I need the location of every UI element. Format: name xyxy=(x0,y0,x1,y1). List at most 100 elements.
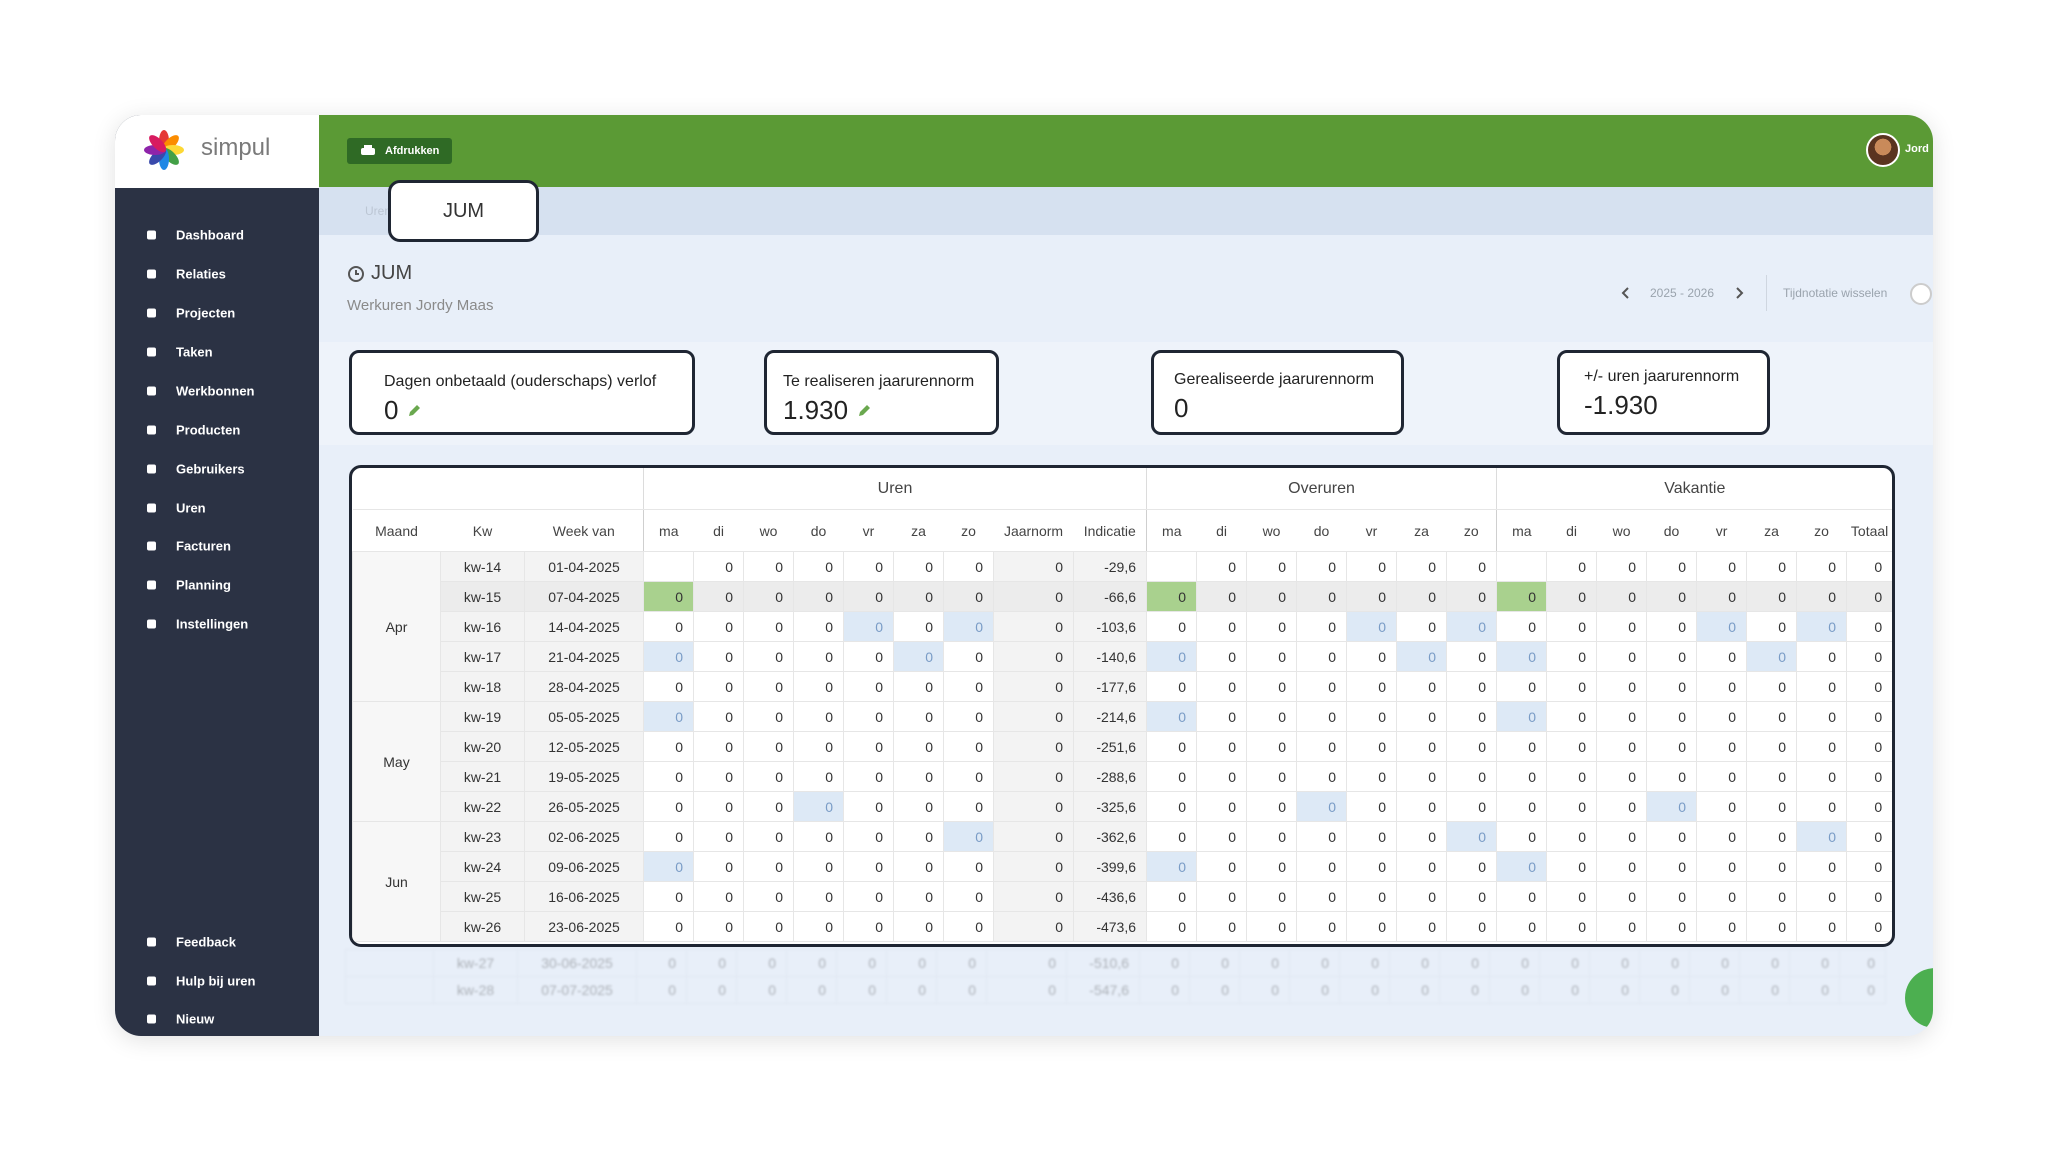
day-cell[interactable]: 0 xyxy=(1796,821,1848,852)
day-cell[interactable]: 0 xyxy=(1489,949,1540,977)
day-cell[interactable]: 0 xyxy=(1296,551,1348,582)
day-cell[interactable]: 0 xyxy=(843,641,895,672)
day-cell[interactable]: 0 xyxy=(1246,551,1298,582)
day-cell[interactable] xyxy=(1146,551,1198,582)
day-cell[interactable]: 0 xyxy=(1596,671,1648,702)
day-cell[interactable]: 0 xyxy=(1739,949,1790,977)
day-cell[interactable]: 0 xyxy=(1246,611,1298,642)
day-cell[interactable]: 0 xyxy=(1439,949,1490,977)
day-cell[interactable]: 0 xyxy=(1146,791,1198,822)
day-cell[interactable]: 0 xyxy=(1596,641,1648,672)
day-cell[interactable]: 0 xyxy=(1696,611,1748,642)
day-cell[interactable]: 0 xyxy=(1546,611,1598,642)
day-cell[interactable]: 0 xyxy=(1696,851,1748,882)
day-cell[interactable]: 0 xyxy=(836,949,887,977)
day-cell[interactable]: 0 xyxy=(793,761,845,792)
breadcrumb[interactable]: Uren xyxy=(365,204,392,218)
day-cell[interactable]: 0 xyxy=(693,911,745,942)
day-cell[interactable]: 0 xyxy=(1446,611,1498,642)
day-cell[interactable]: 0 xyxy=(1496,641,1548,672)
day-cell[interactable]: 0 xyxy=(1196,671,1248,702)
day-cell[interactable]: 0 xyxy=(1496,791,1548,822)
day-cell[interactable]: 0 xyxy=(1746,881,1798,912)
day-cell[interactable]: 0 xyxy=(693,761,745,792)
menu-item[interactable]: Uren xyxy=(176,500,206,516)
edit-icon[interactable] xyxy=(406,403,422,419)
day-cell[interactable]: 0 xyxy=(1189,976,1240,1004)
day-cell[interactable]: 0 xyxy=(1596,731,1648,762)
day-cell[interactable]: 0 xyxy=(843,911,895,942)
day-cell[interactable]: 0 xyxy=(1689,949,1740,977)
day-cell[interactable]: 0 xyxy=(1646,641,1698,672)
day-cell[interactable]: 0 xyxy=(1396,701,1448,732)
day-cell[interactable]: 0 xyxy=(1696,671,1748,702)
day-cell[interactable]: 0 xyxy=(1446,911,1498,942)
day-cell[interactable]: 0 xyxy=(893,611,945,642)
day-cell[interactable]: 0 xyxy=(1346,671,1398,702)
day-cell[interactable]: 0 xyxy=(1346,551,1398,582)
day-cell[interactable]: 0 xyxy=(1396,821,1448,852)
day-cell[interactable]: 0 xyxy=(843,611,895,642)
day-cell[interactable]: 0 xyxy=(843,851,895,882)
day-cell[interactable]: 0 xyxy=(1146,701,1198,732)
day-cell[interactable]: 0 xyxy=(943,731,995,762)
day-cell[interactable]: 0 xyxy=(1396,641,1448,672)
day-cell[interactable]: 0 xyxy=(743,911,795,942)
day-cell[interactable]: 0 xyxy=(1346,881,1398,912)
day-cell[interactable]: 0 xyxy=(1296,731,1348,762)
day-cell[interactable]: 0 xyxy=(1446,761,1498,792)
day-cell[interactable]: 0 xyxy=(1239,949,1290,977)
day-cell[interactable]: 0 xyxy=(1196,551,1248,582)
day-cell[interactable]: 0 xyxy=(1346,641,1398,672)
day-cell[interactable]: 0 xyxy=(1396,581,1448,612)
day-cell[interactable]: 0 xyxy=(1396,791,1448,822)
day-cell[interactable]: 0 xyxy=(1146,821,1198,852)
day-cell[interactable]: 0 xyxy=(793,791,845,822)
day-cell[interactable]: 0 xyxy=(1296,611,1348,642)
day-cell[interactable]: 0 xyxy=(743,581,795,612)
day-cell[interactable]: 0 xyxy=(943,551,995,582)
menu-item[interactable]: Planning xyxy=(176,577,231,593)
day-cell[interactable]: 0 xyxy=(1796,641,1848,672)
day-cell[interactable]: 0 xyxy=(793,911,845,942)
day-cell[interactable]: 0 xyxy=(643,881,695,912)
day-cell[interactable]: 0 xyxy=(1689,976,1740,1004)
day-cell[interactable]: 0 xyxy=(943,701,995,732)
time-toggle[interactable] xyxy=(1910,283,1932,305)
day-cell[interactable]: 0 xyxy=(893,761,945,792)
day-cell[interactable]: 0 xyxy=(1639,949,1690,977)
day-cell[interactable]: 0 xyxy=(943,911,995,942)
day-cell[interactable]: 0 xyxy=(743,791,795,822)
day-cell[interactable]: 0 xyxy=(936,949,987,977)
day-cell[interactable]: 0 xyxy=(893,791,945,822)
day-cell[interactable]: 0 xyxy=(693,671,745,702)
day-cell[interactable]: 0 xyxy=(1546,761,1598,792)
day-cell[interactable]: 0 xyxy=(1589,949,1640,977)
day-cell[interactable]: 0 xyxy=(1496,731,1548,762)
day-cell[interactable]: 0 xyxy=(1546,551,1598,582)
day-cell[interactable]: 0 xyxy=(1446,671,1498,702)
day-cell[interactable]: 0 xyxy=(743,761,795,792)
menu-item[interactable]: Dashboard xyxy=(176,227,244,243)
day-cell[interactable]: 0 xyxy=(686,976,737,1004)
day-cell[interactable]: 0 xyxy=(1346,821,1398,852)
day-cell[interactable]: 0 xyxy=(893,581,945,612)
day-cell[interactable]: 0 xyxy=(1546,581,1598,612)
day-cell[interactable]: 0 xyxy=(1596,851,1648,882)
day-cell[interactable]: 0 xyxy=(1796,581,1848,612)
day-cell[interactable]: 0 xyxy=(693,701,745,732)
day-cell[interactable]: 0 xyxy=(1746,701,1798,732)
day-cell[interactable]: 0 xyxy=(1646,581,1698,612)
day-cell[interactable]: 0 xyxy=(843,581,895,612)
day-cell[interactable]: 0 xyxy=(743,551,795,582)
day-cell[interactable]: 0 xyxy=(1796,701,1848,732)
day-cell[interactable]: 0 xyxy=(1746,761,1798,792)
day-cell[interactable]: 0 xyxy=(1246,881,1298,912)
day-cell[interactable]: 0 xyxy=(1196,821,1248,852)
day-cell[interactable]: 0 xyxy=(693,851,745,882)
day-cell[interactable]: 0 xyxy=(1546,821,1598,852)
day-cell[interactable]: 0 xyxy=(943,671,995,702)
day-cell[interactable]: 0 xyxy=(793,881,845,912)
day-cell[interactable]: 0 xyxy=(643,611,695,642)
day-cell[interactable]: 0 xyxy=(1346,731,1398,762)
